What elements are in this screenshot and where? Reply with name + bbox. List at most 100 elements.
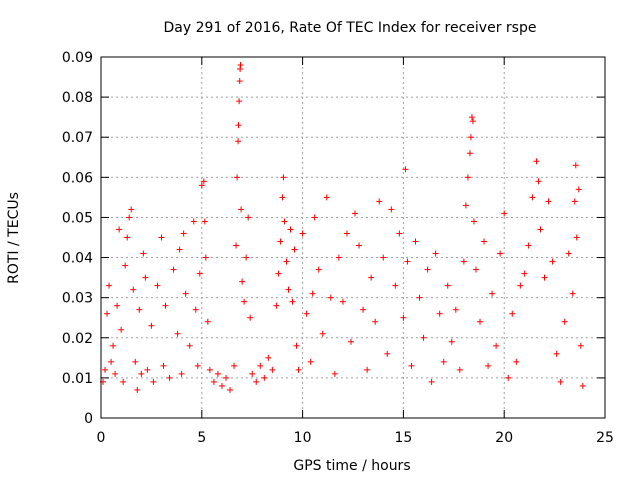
data-point	[577, 342, 584, 349]
data-point	[233, 242, 240, 249]
data-point	[200, 178, 207, 185]
data-point	[533, 158, 540, 165]
data-point	[464, 174, 471, 181]
data-point	[392, 282, 399, 289]
data-point	[138, 370, 145, 377]
data-point	[497, 250, 504, 257]
x-tick-label: 10	[294, 430, 312, 446]
x-tick-label: 0	[97, 430, 106, 446]
data-point	[331, 370, 338, 377]
data-point	[102, 366, 109, 373]
data-point	[319, 330, 326, 337]
data-point	[231, 362, 238, 369]
data-point	[388, 206, 395, 213]
data-point	[245, 214, 252, 221]
data-point	[549, 258, 556, 265]
data-point	[118, 326, 125, 333]
data-point	[561, 318, 568, 325]
data-point	[210, 378, 217, 385]
data-point	[190, 218, 197, 225]
data-point	[227, 386, 234, 393]
data-point	[194, 362, 201, 369]
data-point	[112, 370, 119, 377]
data-point	[238, 206, 245, 213]
y-axis-label: ROTI / TECUs	[6, 192, 22, 284]
data-point	[352, 210, 359, 217]
data-point	[485, 362, 492, 369]
data-point	[472, 266, 479, 273]
data-point	[505, 374, 512, 381]
data-point	[376, 198, 383, 205]
data-point	[565, 250, 572, 257]
data-point	[481, 238, 488, 245]
data-point	[132, 358, 139, 365]
data-point	[436, 310, 443, 317]
data-point	[448, 338, 455, 345]
data-point	[335, 254, 342, 261]
data-point	[408, 362, 415, 369]
data-point	[323, 194, 330, 201]
data-point	[462, 202, 469, 209]
y-tick-label: 0	[84, 411, 93, 427]
data-point	[110, 342, 117, 349]
data-point	[134, 386, 141, 393]
data-point	[257, 362, 264, 369]
data-point	[162, 302, 169, 309]
data-point	[541, 274, 548, 281]
data-point	[327, 294, 334, 301]
data-point	[509, 310, 516, 317]
data-point	[236, 98, 243, 105]
data-point	[277, 238, 284, 245]
plot-frame	[100, 56, 606, 419]
data-point	[416, 294, 423, 301]
data-point	[285, 286, 292, 293]
data-point	[440, 358, 447, 365]
data-point	[196, 270, 203, 277]
data-point	[122, 262, 129, 269]
data-point	[201, 218, 208, 225]
data-point	[545, 198, 552, 205]
data-point	[198, 182, 205, 189]
data-point	[214, 370, 221, 377]
data-point	[206, 366, 213, 373]
data-point	[477, 318, 484, 325]
data-point	[235, 122, 242, 129]
data-point	[396, 230, 403, 237]
data-point	[222, 374, 229, 381]
data-point	[241, 298, 248, 305]
data-point	[281, 218, 288, 225]
data-point	[289, 298, 296, 305]
data-point	[130, 286, 137, 293]
data-point	[104, 310, 111, 317]
data-point	[573, 234, 580, 241]
data-point	[424, 266, 431, 273]
data-point	[269, 366, 276, 373]
data-point	[412, 238, 419, 245]
y-tick-label: 0.06	[62, 170, 93, 186]
data-point	[420, 334, 427, 341]
data-point	[467, 134, 474, 141]
data-point	[380, 254, 387, 261]
data-point	[114, 302, 121, 309]
data-point	[293, 342, 300, 349]
data-point	[575, 186, 582, 193]
data-point	[234, 174, 241, 181]
data-point	[261, 374, 268, 381]
data-point	[460, 258, 467, 265]
data-point	[360, 306, 367, 313]
data-point	[557, 378, 564, 385]
data-point	[307, 358, 314, 365]
data-point	[356, 242, 363, 249]
data-point	[493, 342, 500, 349]
data-point	[120, 378, 127, 385]
data-point	[303, 310, 310, 317]
data-point	[517, 282, 524, 289]
data-point	[452, 306, 459, 313]
data-point	[237, 62, 244, 69]
data-point	[148, 322, 155, 329]
data-point	[166, 374, 173, 381]
data-point	[192, 306, 199, 313]
data-point	[202, 254, 209, 261]
data-point	[218, 382, 225, 389]
